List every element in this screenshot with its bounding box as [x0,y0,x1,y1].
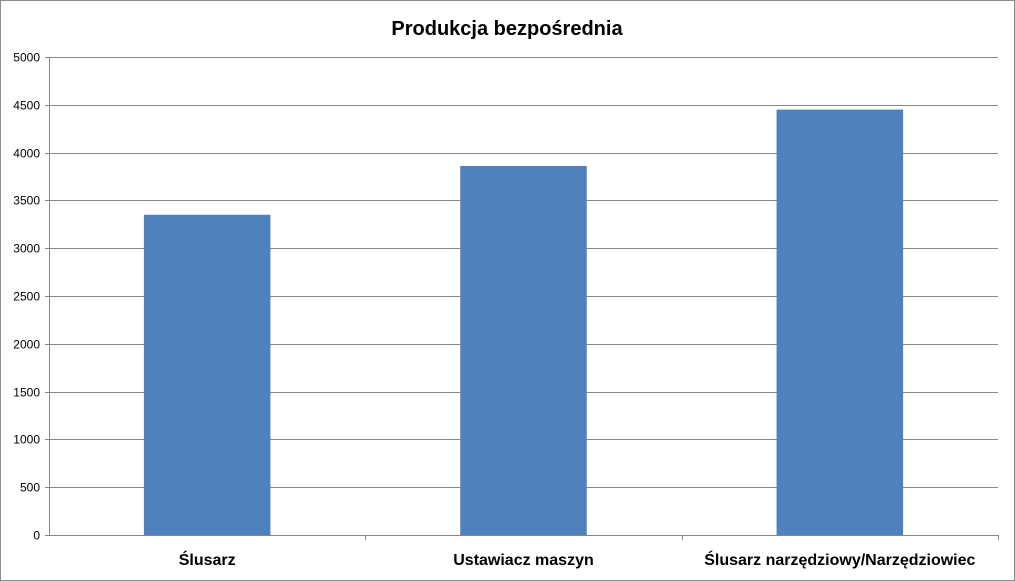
axis-layer [45,57,999,540]
y-tick-label: 3500 [13,194,40,208]
y-tick-label: 2500 [13,290,40,304]
y-tick-label: 500 [20,481,40,495]
y-tick-label: 4000 [13,147,40,161]
bar [460,165,587,535]
y-tick-label: 5000 [13,51,40,65]
bars-layer [143,109,904,536]
bar [143,214,271,536]
y-tick-labels: 0 500 1000 1500 2000 2500 3000 3500 4000 4500 5000 [13,51,40,543]
x-tick-labels: Ślusarz Ustawiacz maszyn Ślusarz narzędzio… [179,550,976,569]
y-tick-label: 3000 [13,242,40,256]
y-tick-label: 2000 [13,338,40,352]
x-tick-label: Ślusarz [179,550,236,569]
x-tick-label: Ślusarz narzędziowy/Narzędziowiec [704,550,975,569]
y-tick-label: 1500 [13,386,40,400]
y-tick-label: 1000 [13,433,40,447]
x-tick-label: Ustawiacz maszyn [453,552,594,569]
y-tick-label: 0 [33,529,40,543]
bar [776,109,904,535]
y-tick-label: 4500 [13,99,40,113]
chart-title: Produkcja bezpośrednia [391,18,623,40]
